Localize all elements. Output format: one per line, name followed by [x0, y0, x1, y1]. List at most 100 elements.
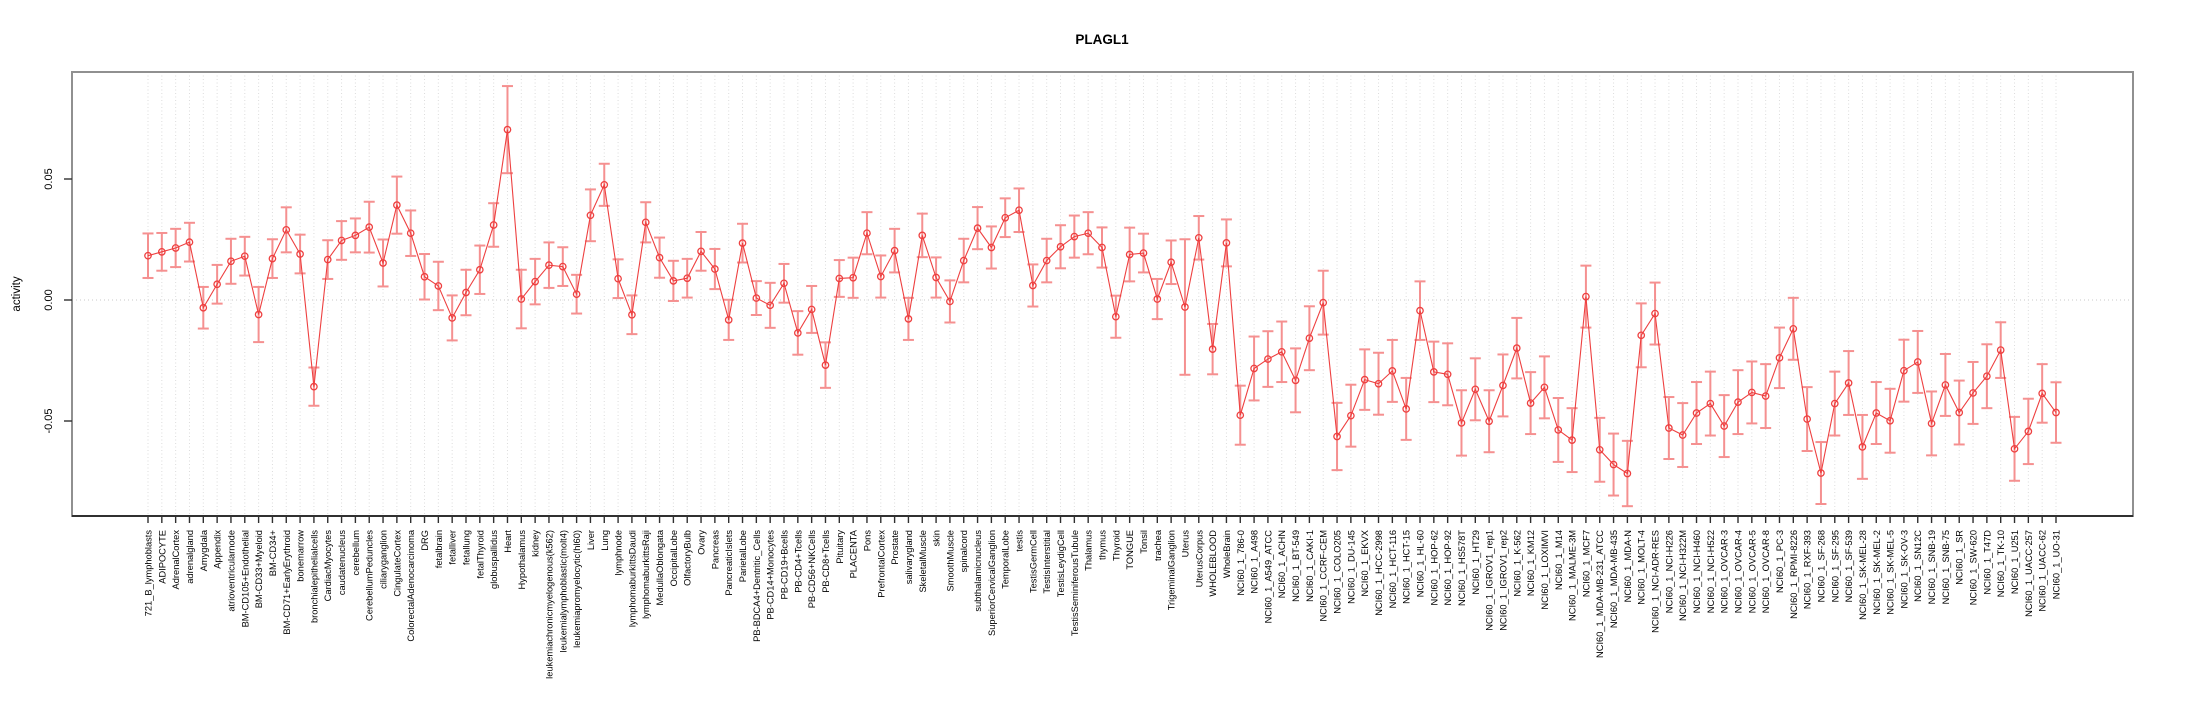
x-tick-label: MedullaOblongata: [655, 529, 665, 605]
x-tick-label: 721_B_lymphoblasts: [144, 530, 154, 617]
data-point: [987, 243, 996, 252]
data-point: [1637, 331, 1646, 340]
x-tick-label: NCI60_1_MDA-N: [1623, 530, 1633, 602]
data-point: [379, 259, 387, 267]
x-tick-label: Liver: [586, 530, 596, 550]
data-point: [517, 295, 526, 303]
data-point: [1471, 385, 1480, 394]
x-tick-label: NCI60_1_SF-539: [1844, 530, 1854, 602]
x-tick-label: NCI60_1_NCI-H522: [1706, 530, 1716, 613]
x-tick-label: PrefrontalCortex: [876, 530, 886, 598]
x-tick-label: TestisLeydigCell: [1056, 530, 1066, 597]
data-point: [683, 274, 692, 283]
data-point: [1443, 370, 1452, 379]
data-point: [489, 221, 498, 229]
x-tick-label: Uterus: [1180, 530, 1190, 558]
data-point: [296, 250, 304, 258]
data-point: [1692, 409, 1701, 417]
data-point: [711, 265, 719, 273]
x-tick-label: NCI60_1_ACHN: [1277, 530, 1287, 598]
x-tick-label: leukemiapromyelocytic(hl60): [572, 530, 582, 648]
x-tick-label: Amygdala: [199, 529, 209, 571]
x-tick-label: leukemialymphoblastic(molt4): [558, 530, 568, 652]
x-tick-label: NCI60_1_U251: [2010, 530, 2020, 594]
x-tick-label: NCI60_1_OVCAR-3: [1720, 530, 1730, 613]
x-tick-label: NCI60_1_NCI-ADR-RES: [1651, 530, 1661, 633]
x-tick-label: salivarygland: [904, 530, 914, 584]
data-point: [393, 201, 401, 209]
data-point: [1858, 443, 1867, 451]
x-tick-label: NCI60_1_HOP-62: [1429, 530, 1439, 605]
data-point: [1955, 408, 1964, 417]
x-tick-label: NCI60_1_CAKI-1: [1305, 530, 1315, 602]
data-point: [1347, 411, 1355, 420]
x-tick-label: WHOLEBLOOD: [1208, 530, 1218, 597]
x-tick-label: NCI60_1_SK-MEL-2: [1872, 530, 1882, 615]
x-tick-label: NCI60_1_IGROV1_rep2: [1498, 530, 1508, 631]
x-tick-label: BM-CD34+: [268, 530, 278, 576]
data-point: [1250, 364, 1258, 373]
data-point: [1886, 416, 1894, 425]
data-point: [1665, 424, 1673, 432]
x-tick-label: lymphomaburkittsRaji: [641, 530, 651, 619]
data-point: [1485, 417, 1493, 426]
x-tick-label: UterusCorpus: [1194, 530, 1204, 588]
data-point: [821, 361, 830, 369]
data-point: [1153, 295, 1162, 303]
x-tick-label: subthalamicnucleus: [973, 530, 983, 612]
data-point: [959, 256, 968, 265]
data-point: [1194, 233, 1203, 242]
x-tick-label: Heart: [503, 530, 513, 553]
data-point: [545, 261, 553, 270]
x-tick-label: NCI60_1_UACC-257: [2024, 530, 2034, 617]
data-point: [1181, 303, 1189, 311]
data-point: [1388, 367, 1397, 375]
x-tick-label: NCI60_1_MOLT-4: [1637, 530, 1647, 605]
x-tick-label: caudatenucleus: [337, 530, 347, 595]
x-tick-label: NCI60_1_MDA-MB-435: [1609, 530, 1619, 628]
x-tick-label: NCI60_1_COLO205: [1333, 530, 1343, 614]
x-tick-label: BM-CD105+Endothelial: [240, 530, 250, 627]
x-tick-label: bronchialepithelialcells: [309, 530, 319, 623]
x-tick-label: NCI60_1_DU-145: [1346, 530, 1356, 604]
x-tick-label: Pituitary: [835, 530, 845, 564]
y-tick-label: -0.05: [43, 408, 55, 433]
data-point: [766, 301, 775, 310]
y-axis: 0.05 0.00 -0.05: [43, 168, 72, 434]
data-point: [1084, 229, 1093, 238]
x-tick-label: Tonsil: [1139, 530, 1149, 554]
data-point: [1374, 379, 1383, 388]
y-tick-label: 0.00: [43, 289, 55, 310]
x-tick-label: ColorectalAdenocarcinoma: [406, 529, 416, 641]
x-tick-label: DRG: [420, 530, 430, 551]
x-tick-label: NCI60_1_M14: [1554, 530, 1564, 590]
y-axis-title: activity: [11, 276, 23, 311]
data-point: [1125, 250, 1134, 259]
data-point: [254, 310, 263, 319]
data-point: [503, 125, 512, 134]
data-point: [1098, 243, 1106, 252]
data-point: [835, 274, 844, 283]
data-point: [807, 305, 816, 314]
data-point: [1029, 281, 1037, 290]
data-point: [310, 382, 318, 391]
x-tick-label: NCI60_1_SNB-75: [1941, 530, 1951, 604]
x-tick-label: NCI60_1_KM12: [1526, 530, 1536, 596]
x-tick-label: NCI60_1_SF-268: [1816, 530, 1826, 602]
data-point: [973, 224, 982, 232]
chart-title: PLAGL1: [1075, 32, 1129, 47]
data-point: [876, 272, 885, 281]
x-tick-label: NCI60_1_SN12C: [1913, 530, 1923, 602]
data-point: [1983, 372, 1991, 381]
data-point: [1056, 242, 1065, 251]
x-tick-label: TestisGermCell: [1028, 530, 1038, 593]
data-point: [1568, 436, 1576, 444]
data-point: [572, 290, 581, 299]
x-tick-label: PB-CD8+Tcells: [821, 530, 831, 593]
data-point: [1706, 399, 1715, 408]
x-tick-label: NCI60_1_TK-10: [1996, 530, 2006, 597]
series-line: [147, 129, 2057, 475]
x-tick-label: BM-CD33+Myeloid: [254, 530, 264, 608]
data-point: [932, 273, 940, 282]
data-point: [1913, 358, 1922, 366]
